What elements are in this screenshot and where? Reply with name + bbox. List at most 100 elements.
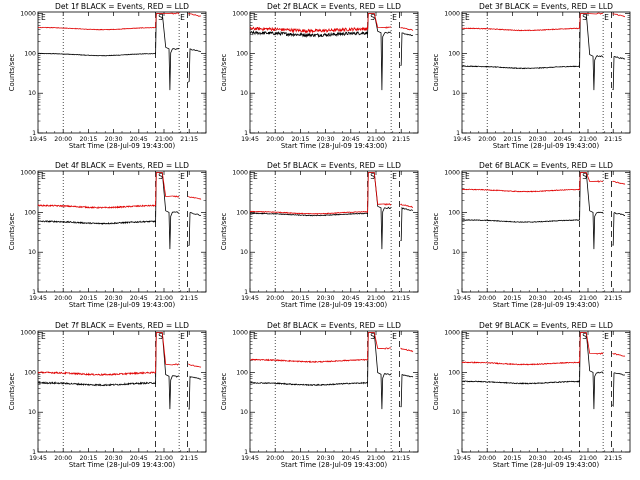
y-tick-label: 10 <box>452 409 460 416</box>
y-tick-label: 100 <box>24 50 36 57</box>
events-line <box>249 172 392 250</box>
lld-line-tail <box>188 195 202 200</box>
y-tick-label: 100 <box>448 209 460 216</box>
x-tick-label: 21:15 <box>392 455 410 462</box>
y-tick-label: 10 <box>452 249 460 256</box>
y-tick-label: 1000 <box>232 11 248 18</box>
y-tick-label: 1000 <box>444 11 460 18</box>
x-axis-label: Start Time (28-Jul-09 19:43:00) <box>281 461 388 469</box>
y-tick-label: 100 <box>24 209 36 216</box>
panel-title: Det 2f BLACK = Events, RED = LLD <box>267 2 401 11</box>
x-tick-label: 21:15 <box>180 136 198 143</box>
x-tick-label: 19:45 <box>241 136 259 143</box>
x-tick-label: 19:45 <box>29 295 47 302</box>
events-line-tail <box>400 374 414 408</box>
y-tick-label: 1 <box>456 289 460 296</box>
y-tick-label: 10 <box>28 249 36 256</box>
x-tick-label: 21:15 <box>392 136 410 143</box>
x-tick-label: 21:00 <box>579 136 597 143</box>
annotation-E-2: E <box>392 172 397 181</box>
panel-title: Det 3f BLACK = Events, RED = LLD <box>479 2 613 11</box>
lld-line <box>37 172 180 210</box>
x-axis-label: Start Time (28-Jul-09 19:43:00) <box>493 301 600 309</box>
annotation-E-2: E <box>604 332 609 341</box>
x-tick-label: 21:00 <box>579 455 597 462</box>
annotation-E-0: E <box>253 172 258 181</box>
panel-title: Det 8f BLACK = Events, RED = LLD <box>267 321 401 330</box>
panel-title: Det 6f BLACK = Events, RED = LLD <box>479 161 613 170</box>
lld-line <box>461 332 604 366</box>
y-tick-label: 10 <box>240 409 248 416</box>
x-tick-label: 20:00 <box>478 455 496 462</box>
events-line <box>249 332 392 410</box>
y-tick-label: 10 <box>28 90 36 97</box>
lld-line <box>462 172 604 193</box>
annotation-E-0: E <box>41 332 46 341</box>
annotation-E-2: E <box>180 13 185 22</box>
x-tick-label: 20:45 <box>342 455 360 462</box>
y-tick-label: 10 <box>452 90 460 97</box>
y-tick-label: 10 <box>240 90 248 97</box>
panel-title: Det 5f BLACK = Events, RED = LLD <box>267 161 401 170</box>
events-line-tail <box>188 375 202 410</box>
y-tick-label: 100 <box>448 50 460 57</box>
x-tick-label: 20:15 <box>79 295 97 302</box>
x-tick-label: 21:00 <box>367 455 385 462</box>
panel-8: Det 8f BLACK = Events, RED = LLD 1 10 100 10… <box>220 321 419 469</box>
lld-line-tail <box>188 12 201 17</box>
y-tick-label: 1 <box>32 289 36 296</box>
x-tick-label: 19:45 <box>453 136 471 143</box>
annotation-E-2: E <box>604 13 609 22</box>
panel-title: Det 4f BLACK = Events, RED = LLD <box>55 161 189 170</box>
panel-title: Det 1f BLACK = Events, RED = LLD <box>55 2 189 11</box>
x-tick-label: 20:45 <box>130 295 148 302</box>
x-tick-label: 20:30 <box>317 136 335 143</box>
x-tick-label: 20:15 <box>291 136 309 143</box>
lld-line <box>249 172 392 215</box>
y-tick-label: 1 <box>244 289 248 296</box>
y-tick-label: 1 <box>32 449 36 456</box>
y-tick-label: 1000 <box>232 330 248 337</box>
annotation-S-1: S <box>582 13 587 22</box>
annotation-S-1: S <box>370 332 375 341</box>
annotation-S-1: S <box>582 332 587 341</box>
annotation-E-0: E <box>465 172 470 181</box>
events-line-tail <box>612 211 626 246</box>
y-axis-label: Counts/sec <box>8 54 16 92</box>
events-line <box>461 172 604 250</box>
x-tick-label: 20:30 <box>105 136 123 143</box>
panel-title: Det 9f BLACK = Events, RED = LLD <box>479 321 613 330</box>
panel-4: Det 4f BLACK = Events, RED = LLD 1 10 100 10… <box>8 161 207 309</box>
events-line <box>461 332 604 410</box>
events-line-tail <box>188 48 202 83</box>
x-tick-label: 20:15 <box>291 295 309 302</box>
x-tick-label: 20:30 <box>529 455 547 462</box>
x-axis-label: Start Time (28-Jul-09 19:43:00) <box>281 301 388 309</box>
x-axis-label: Start Time (28-Jul-09 19:43:00) <box>493 142 600 150</box>
x-tick-label: 19:45 <box>241 295 259 302</box>
annotation-E-2: E <box>392 13 397 22</box>
x-tick-label: 20:45 <box>554 295 572 302</box>
annotation-E-0: E <box>253 332 258 341</box>
annotation-S-1: S <box>158 13 163 22</box>
x-tick-label: 20:45 <box>342 136 360 143</box>
events-line-tail <box>612 55 626 91</box>
annotation-S-1: S <box>582 172 587 181</box>
events-line-tail <box>612 372 625 408</box>
y-tick-label: 100 <box>236 209 248 216</box>
annotation-S-1: S <box>158 172 163 181</box>
x-tick-label: 21:00 <box>155 455 173 462</box>
x-tick-label: 21:15 <box>604 295 622 302</box>
lld-line <box>38 12 180 31</box>
x-tick-label: 20:00 <box>54 136 72 143</box>
x-tick-label: 19:45 <box>453 295 471 302</box>
y-tick-label: 1000 <box>444 170 460 177</box>
events-line <box>37 172 180 250</box>
x-tick-label: 20:15 <box>79 455 97 462</box>
lld-line <box>461 12 604 32</box>
x-tick-label: 21:15 <box>180 295 198 302</box>
annotation-E-0: E <box>465 332 470 341</box>
x-axis-label: Start Time (28-Jul-09 19:43:00) <box>69 461 176 469</box>
panel-9: Det 9f BLACK = Events, RED = LLD 1 10 100 10… <box>432 321 631 469</box>
